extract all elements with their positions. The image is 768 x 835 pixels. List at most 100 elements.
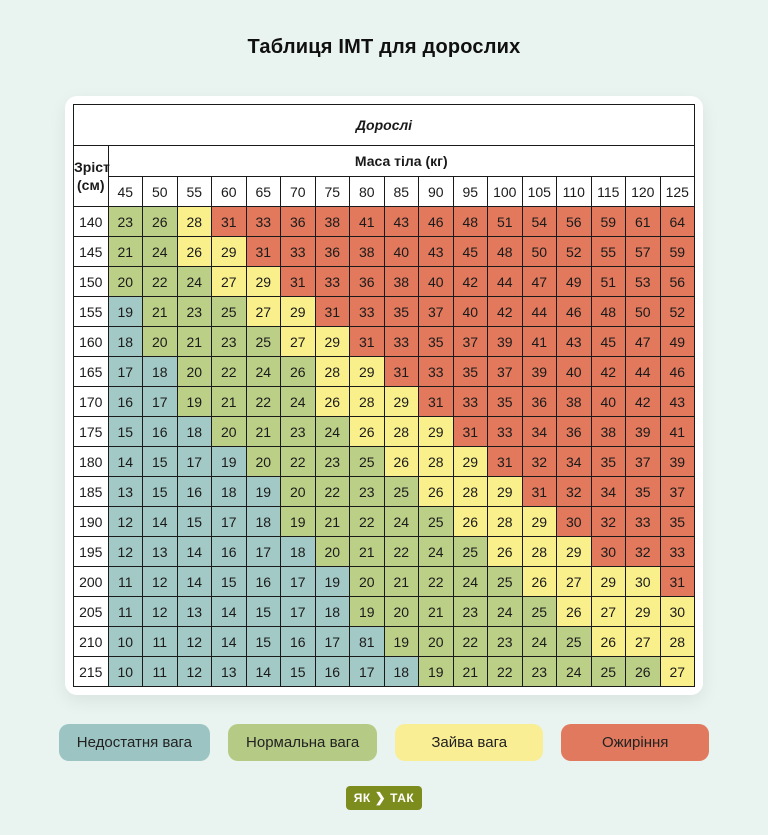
bmi-cell: 18	[107, 326, 143, 357]
bmi-cell: 61	[625, 206, 661, 237]
bmi-cell: 26	[383, 446, 419, 477]
bmi-cell: 28	[176, 206, 212, 237]
bmi-cell: 38	[556, 386, 592, 417]
height-cell: 200	[73, 566, 109, 597]
bmi-cell: 26	[521, 566, 557, 597]
bmi-cell: 22	[142, 266, 178, 297]
bmi-cell: 30	[590, 536, 626, 567]
bmi-cell: 20	[142, 326, 178, 357]
weight-header-cell: 115	[590, 176, 626, 207]
bmi-cell: 16	[314, 656, 350, 687]
bmi-cell: 25	[418, 506, 454, 537]
bmi-cell: 23	[280, 416, 316, 447]
height-cell: 150	[73, 266, 109, 297]
bmi-cell: 22	[245, 386, 281, 417]
legend: Недостатня вага Нормальна вага Зайва вага О…	[0, 724, 768, 761]
weight-header-cell: 55	[176, 176, 212, 207]
bmi-cell: 26	[280, 356, 316, 387]
legend-item-n: Нормальна вага	[228, 724, 378, 761]
bmi-cell: 17	[142, 386, 178, 417]
bmi-cell: 22	[487, 656, 523, 687]
mass-column-group-header: Маса тіла (кг)	[107, 145, 695, 177]
bmi-table-body: 140 23 26 28 31 33 36 38 41 43 46 48 51 54 56 59 61 64 145…	[73, 206, 695, 687]
bmi-cell: 33	[487, 416, 523, 447]
bmi-cell: 11	[107, 566, 143, 597]
weight-header-cell: 50	[142, 176, 178, 207]
bmi-cell: 16	[211, 536, 247, 567]
bmi-cell: 44	[625, 356, 661, 387]
bmi-cell: 19	[349, 596, 385, 627]
height-cell: 140	[73, 206, 109, 237]
section-header-row: Дорослі	[73, 104, 695, 146]
bmi-cell: 27	[211, 266, 247, 297]
bmi-cell: 24	[487, 596, 523, 627]
bmi-cell: 28	[659, 626, 695, 657]
bmi-cell: 20	[107, 266, 143, 297]
bmi-cell: 46	[556, 296, 592, 327]
bmi-cell: 18	[383, 656, 419, 687]
bmi-cell: 21	[142, 296, 178, 327]
bmi-cell: 29	[349, 356, 385, 387]
bmi-cell: 24	[521, 626, 557, 657]
bmi-cell: 17	[245, 536, 281, 567]
table-row: 175 15 16 18 20 21 23 24 26 28 29 31 33 34 36 38 39 41	[73, 416, 695, 447]
page-title: Таблиця ІМТ для дорослих	[247, 36, 521, 58]
bmi-cell: 33	[383, 326, 419, 357]
bmi-cell: 34	[556, 446, 592, 477]
bmi-cell: 40	[383, 236, 419, 267]
bmi-cell: 29	[556, 536, 592, 567]
bmi-cell: 32	[521, 446, 557, 477]
weight-header-cell: 105	[521, 176, 557, 207]
bmi-cell: 14	[211, 626, 247, 657]
height-cell: 145	[73, 236, 109, 267]
bmi-cell: 21	[176, 326, 212, 357]
bmi-cell: 37	[625, 446, 661, 477]
bmi-cell: 50	[521, 236, 557, 267]
weight-header-cell: 85	[383, 176, 419, 207]
bmi-cell: 29	[211, 236, 247, 267]
bmi-cell: 13	[107, 476, 143, 507]
bmi-cell: 32	[625, 536, 661, 567]
bmi-cell: 26	[556, 596, 592, 627]
bmi-cell: 33	[280, 236, 316, 267]
bmi-cell: 46	[659, 356, 695, 387]
bmi-cell: 45	[590, 326, 626, 357]
bmi-cell: 26	[625, 656, 661, 687]
bmi-cell: 31	[383, 356, 419, 387]
bmi-cell: 16	[280, 626, 316, 657]
bmi-cell: 39	[625, 416, 661, 447]
bmi-cell: 22	[383, 536, 419, 567]
height-cell: 155	[73, 296, 109, 327]
bmi-cell: 55	[590, 236, 626, 267]
bmi-cell: 49	[659, 326, 695, 357]
bmi-cell: 36	[521, 386, 557, 417]
bmi-cell: 13	[142, 536, 178, 567]
bmi-cell: 27	[245, 296, 281, 327]
bmi-cell: 48	[452, 206, 488, 237]
bmi-cell: 13	[211, 656, 247, 687]
bmi-cell: 39	[487, 326, 523, 357]
bmi-cell: 36	[349, 266, 385, 297]
bmi-cell: 18	[245, 506, 281, 537]
height-label-line2: (см)	[77, 177, 105, 193]
bmi-cell: 24	[383, 506, 419, 537]
bmi-cell: 14	[245, 656, 281, 687]
bmi-cell: 26	[176, 236, 212, 267]
bmi-cell: 15	[176, 506, 212, 537]
legend-item-o: Зайва вага	[395, 724, 544, 761]
bmi-cell: 23	[349, 476, 385, 507]
bmi-cell: 26	[314, 386, 350, 417]
bmi-cell: 36	[314, 236, 350, 267]
bmi-cell: 38	[314, 206, 350, 237]
height-cell: 205	[73, 596, 109, 627]
weight-header-cell: 60	[211, 176, 247, 207]
bmi-cell: 15	[245, 626, 281, 657]
bmi-cell: 38	[590, 416, 626, 447]
bmi-cell: 24	[418, 536, 454, 567]
bmi-cell: 41	[349, 206, 385, 237]
bmi-cell: 27	[659, 656, 695, 687]
bmi-cell: 31	[280, 266, 316, 297]
weight-header-cell: 80	[349, 176, 385, 207]
bmi-cell: 27	[280, 326, 316, 357]
bmi-cell: 51	[487, 206, 523, 237]
